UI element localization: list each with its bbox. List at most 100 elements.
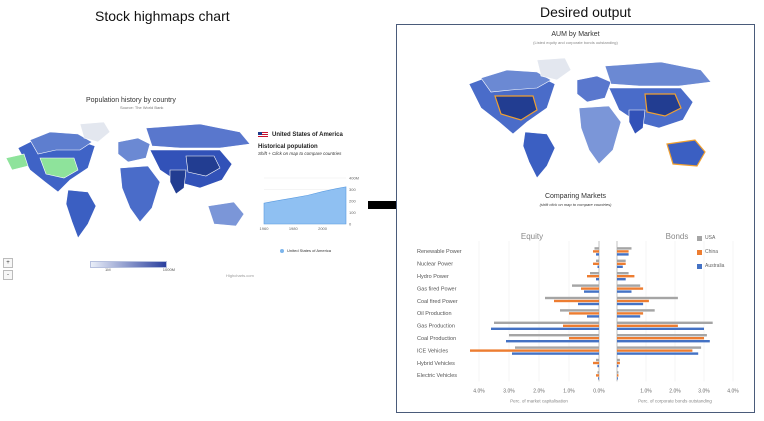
comparing-markets-legend: USA China Australia — [697, 235, 724, 277]
equity-bar[interactable] — [515, 346, 599, 349]
equity-bar[interactable] — [587, 315, 599, 318]
bonds-bar[interactable] — [617, 327, 704, 330]
europe-shape[interactable] — [117, 137, 151, 163]
bonds-bar[interactable] — [617, 334, 707, 337]
bonds-bar[interactable] — [617, 302, 644, 306]
china-shape[interactable] — [185, 155, 221, 177]
africa-shape[interactable] — [578, 105, 622, 165]
highcharts-credits-link[interactable]: Highcharts.com — [226, 273, 254, 278]
bonds-bar[interactable] — [617, 324, 678, 327]
equity-bar[interactable] — [593, 262, 599, 265]
bonds-bar[interactable] — [617, 337, 704, 340]
equity-bar[interactable] — [506, 340, 599, 343]
zoom-out-button[interactable]: - — [3, 270, 13, 280]
bonds-bar[interactable] — [617, 352, 699, 355]
bonds-bar[interactable] — [617, 374, 619, 377]
legend-item-australia[interactable]: Australia — [697, 263, 724, 269]
bonds-bar[interactable] — [617, 278, 626, 281]
equity-bar[interactable] — [587, 275, 599, 278]
bonds-bar[interactable] — [617, 361, 620, 365]
equity-bar[interactable] — [596, 278, 599, 281]
equity-bar[interactable] — [563, 324, 599, 327]
usa-shape-selected[interactable] — [494, 95, 538, 121]
china-shape-selected[interactable] — [644, 93, 682, 117]
equity-bar[interactable] — [596, 259, 599, 262]
bonds-bar[interactable] — [617, 312, 644, 315]
equity-bar[interactable] — [597, 371, 600, 374]
bonds-bar[interactable] — [617, 262, 626, 265]
population-area[interactable] — [263, 186, 347, 225]
equity-bar[interactable] — [593, 250, 599, 253]
russia-shape[interactable] — [145, 123, 251, 149]
bonds-bar[interactable] — [617, 377, 618, 380]
africa-shape[interactable] — [119, 165, 161, 223]
bonds-bar[interactable] — [617, 290, 632, 293]
equity-bar[interactable] — [578, 302, 599, 306]
map-zoom-controls: + - — [3, 258, 13, 280]
equity-bar[interactable] — [597, 265, 600, 268]
bonds-bar[interactable] — [617, 315, 641, 318]
equity-bar[interactable] — [594, 247, 600, 250]
equity-bar[interactable] — [494, 321, 599, 324]
equity-bar[interactable] — [569, 337, 599, 340]
bonds-bar[interactable] — [617, 299, 649, 303]
equity-bar[interactable] — [545, 296, 599, 300]
equity-bar[interactable] — [598, 377, 599, 380]
area-chart-legend-label: United States of America — [287, 248, 332, 253]
bonds-bar[interactable] — [617, 247, 632, 250]
bonds-bar[interactable] — [617, 349, 693, 352]
bonds-bar[interactable] — [617, 253, 629, 256]
equity-bar[interactable] — [596, 374, 599, 377]
bonds-bar[interactable] — [617, 309, 655, 312]
australia-shape-selected[interactable] — [666, 139, 706, 167]
zoom-in-button[interactable]: + — [3, 258, 13, 268]
equity-bar[interactable] — [596, 253, 599, 256]
russia-shape[interactable] — [604, 61, 712, 87]
bonds-bar[interactable] — [617, 275, 635, 278]
india-shape[interactable] — [169, 169, 187, 195]
alaska-shape-highlighted[interactable] — [5, 153, 29, 171]
equity-bar[interactable] — [581, 287, 599, 290]
bonds-bar[interactable] — [617, 296, 678, 300]
south-america-shape[interactable] — [65, 189, 97, 239]
equity-bar[interactable] — [509, 334, 599, 337]
bonds-bar[interactable] — [617, 321, 713, 324]
bonds-bar[interactable] — [617, 346, 702, 349]
legend-item-china[interactable]: China — [697, 249, 724, 255]
equity-bar[interactable] — [470, 349, 599, 352]
south-america-shape[interactable] — [522, 131, 556, 179]
equity-bar[interactable] — [554, 299, 599, 303]
equity-bar[interactable] — [584, 290, 599, 293]
equity-bar[interactable] — [590, 272, 599, 275]
canada-shape[interactable] — [29, 131, 93, 155]
bonds-bar[interactable] — [617, 259, 626, 262]
australia-shape[interactable] — [207, 201, 245, 227]
equity-bar[interactable] — [593, 361, 599, 365]
equity-bar[interactable] — [491, 327, 599, 330]
bonds-bar[interactable] — [617, 358, 620, 362]
aum-world-map[interactable] — [455, 50, 715, 180]
bonds-bar[interactable] — [617, 364, 619, 368]
bonds-bar[interactable] — [617, 272, 629, 275]
area-chart-legend[interactable]: United States of America — [280, 248, 331, 253]
equity-bar[interactable] — [560, 309, 599, 312]
bonds-bar[interactable] — [617, 250, 629, 253]
india-shape[interactable] — [628, 109, 646, 135]
bonds-bar[interactable] — [617, 287, 644, 290]
bonds-bar[interactable] — [617, 340, 710, 343]
greenland-shape[interactable] — [79, 121, 111, 143]
equity-bar[interactable] — [512, 352, 599, 355]
equity-bar[interactable] — [569, 312, 599, 315]
bonds-bar[interactable] — [617, 265, 623, 268]
world-population-map[interactable] — [0, 110, 255, 240]
canada-shape[interactable] — [480, 69, 552, 93]
bonds-bar[interactable] — [617, 284, 641, 287]
equity-bar[interactable] — [596, 358, 599, 362]
europe-shape[interactable] — [576, 75, 612, 103]
equity-bar[interactable] — [597, 364, 600, 368]
usa-shape-highlighted[interactable] — [39, 157, 79, 179]
bonds-bar[interactable] — [617, 371, 619, 374]
greenland-shape[interactable] — [536, 57, 572, 81]
legend-item-usa[interactable]: USA — [697, 235, 724, 241]
equity-bar[interactable] — [572, 284, 599, 287]
